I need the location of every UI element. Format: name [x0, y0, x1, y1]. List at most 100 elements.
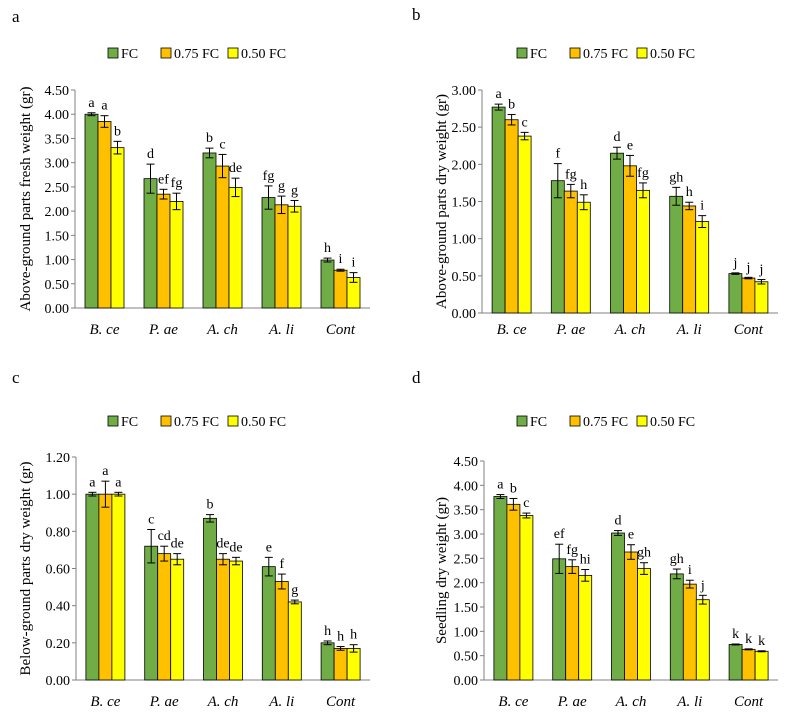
significance-letter: c [521, 115, 527, 130]
significance-letter: e [627, 138, 633, 153]
bar-075-FC-cont [741, 648, 756, 681]
bar-075-FC-a-ch [215, 165, 230, 309]
x-tick-label: A. ch [615, 694, 647, 710]
y-tick-label: 1.50 [452, 196, 477, 211]
x-tick-label: A. li [268, 694, 294, 710]
significance-letter: e [266, 540, 272, 555]
legend-swatch-3 [227, 47, 239, 59]
legend-swatch-3 [227, 415, 239, 427]
bar-FC-b-ce [84, 113, 99, 309]
significance-letter: fg [565, 167, 577, 182]
significance-letter: h [337, 630, 344, 645]
x-tick-label: P. ae [149, 694, 179, 710]
significance-letter: j [732, 256, 737, 271]
panel-label: b [412, 5, 421, 24]
x-tick-label: B. ce [90, 322, 120, 338]
significance-letter: h [580, 178, 587, 193]
significance-letter: de [229, 540, 242, 555]
y-tick-label: 1.50 [454, 601, 479, 616]
bar-075-FC-a-ch [623, 165, 637, 314]
y-tick-label: 1.00 [45, 254, 70, 269]
x-tick-label: P. ae [557, 694, 587, 710]
bar-050-FC-b-ce [519, 515, 534, 681]
y-tick-label: 0.00 [452, 307, 477, 322]
bar-FC-p-ae [552, 558, 567, 681]
significance-letter: g [291, 583, 298, 598]
significance-letter: hi [580, 553, 591, 568]
significance-letter: b [510, 481, 517, 496]
bar-075-FC-a-li [682, 205, 697, 314]
legend-label: 0.75 FC [583, 415, 628, 430]
bar-FC-b-ce [493, 496, 508, 681]
y-axis-label: Seedling dry weight (gr) [434, 497, 450, 644]
bar-075-FC-a-li [682, 583, 697, 681]
significance-letter: k [732, 627, 739, 642]
significance-letter: g [278, 179, 285, 194]
y-axis-label: Above-ground parts fresh weight (gr) [18, 87, 34, 312]
significance-letter: g [291, 183, 298, 198]
bar-050-FC-p-ae [578, 574, 593, 681]
bar-075-FC-cont [333, 269, 348, 309]
y-axis-label: Above-ground parts dry weight (gr) [434, 94, 450, 309]
y-tick-label: 4.00 [454, 479, 479, 494]
significance-letter: i [688, 563, 692, 578]
y-tick-label: 2.50 [452, 121, 477, 136]
legend-label: 0.50 FC [650, 47, 695, 62]
bar-050-FC-p-ae [169, 201, 184, 309]
bar-FC-cont [320, 642, 335, 681]
legend-swatch-2 [569, 415, 581, 427]
legend: FC 0.75 FC 0.50 FC [516, 415, 695, 430]
bar-075-FC-b-ce [504, 119, 519, 314]
significance-letter: de [229, 161, 242, 176]
bar-050-FC-a-ch [228, 186, 243, 309]
x-tick-label: P. ae [555, 322, 585, 338]
chart-panel-d: d FC 0.75 FC 0.50 FC 0.00 0.50 1.00 1.50 2.00 2.5… [412, 368, 778, 710]
significance-letter: i [700, 199, 704, 214]
significance-letter: fg [263, 169, 275, 184]
panel-label: d [412, 368, 421, 387]
y-tick-label: 0.80 [46, 525, 71, 540]
bar-FC-p-ae [550, 180, 565, 314]
legend-swatch-2 [569, 47, 581, 59]
x-tick-label: Cont [734, 694, 764, 710]
x-tick-label: B. ce [90, 694, 120, 710]
x-tick-label: A. ch [614, 322, 646, 338]
bar-FC-a-ch [202, 152, 217, 309]
y-tick-label: 0.20 [46, 637, 71, 652]
legend-label: FC [121, 47, 138, 62]
legend-swatch-1 [107, 47, 119, 59]
y-tick-label: 4.00 [45, 108, 70, 123]
bar-FC-a-li [261, 566, 276, 681]
bar-075-FC-p-ae [157, 553, 172, 681]
significance-letter: gh [637, 546, 651, 561]
significance-letter: ef [554, 527, 565, 542]
x-tick-label: A. ch [206, 322, 238, 338]
bar-050-FC-a-li [287, 205, 302, 309]
bar-050-FC-cont [754, 281, 769, 314]
bar-FC-b-ce [491, 106, 506, 314]
legend-label: FC [530, 415, 547, 430]
x-tick-label: B. ce [497, 322, 527, 338]
significance-letter: de [171, 537, 184, 552]
bar-075-FC-cont [333, 648, 348, 681]
bar-FC-p-ae [143, 178, 158, 309]
bar-075-FC-b-ce [506, 503, 521, 681]
y-tick-label: 0.60 [46, 563, 71, 578]
y-tick-label: 1.20 [46, 451, 71, 466]
bar-050-FC-p-ae [576, 201, 591, 314]
significance-letter: a [88, 96, 95, 111]
bar-075-FC-p-ae [563, 190, 578, 314]
x-tick-label: A. ch [207, 694, 239, 710]
significance-letter: gh [670, 552, 684, 567]
y-tick-label: 0.50 [452, 270, 477, 285]
x-tick-label: B. ce [498, 694, 528, 710]
bar-050-FC-b-ce [517, 135, 532, 314]
bar-050-FC-b-ce [111, 493, 126, 681]
chart-panel-c: c FC 0.75 FC 0.50 FC 0.00 0.20 0.40 0.60 0.80 1.0… [12, 368, 370, 710]
significance-letter: f [279, 557, 284, 572]
legend-swatch-3 [636, 47, 648, 59]
bar-075-FC-cont [741, 277, 756, 314]
legend: FC 0.75 FC 0.50 FC [107, 47, 286, 62]
x-tick-label: A. li [268, 322, 294, 338]
